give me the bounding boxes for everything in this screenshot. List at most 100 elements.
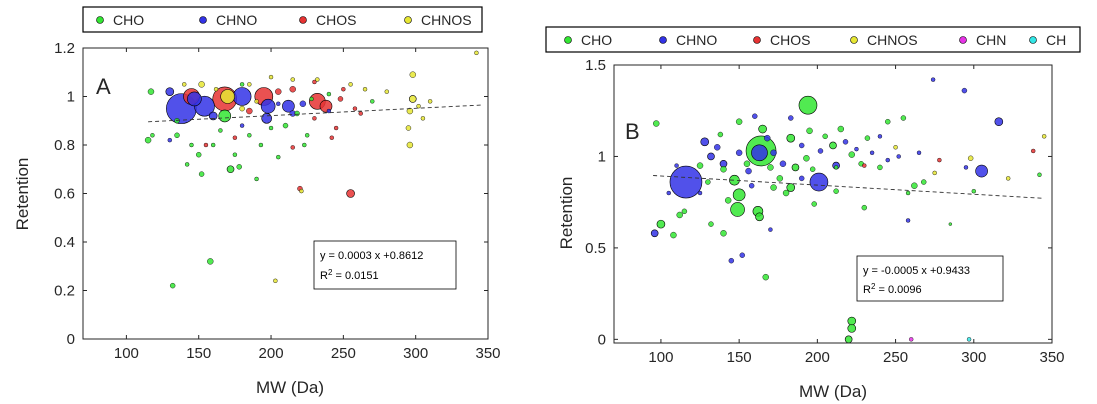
y-tick-label-b-0: 0	[598, 331, 606, 348]
y-tick-label-a-6: 1.2	[54, 40, 75, 57]
point-b-34	[806, 127, 813, 135]
point-a-55	[246, 107, 253, 115]
point-a-17	[147, 88, 155, 95]
point-b-62	[811, 201, 817, 207]
point-a-76	[406, 141, 414, 149]
x-tick-label-a-3: 250	[331, 345, 356, 362]
y-tick-label-b-2: 1	[598, 148, 606, 165]
point-a-25	[226, 165, 235, 174]
point-a-85	[370, 99, 375, 104]
point-b-37	[837, 125, 845, 133]
point-a-6	[232, 87, 252, 106]
point-b-102	[948, 222, 953, 226]
ticks-a: 100 150 200 250 300 350 0 0.2 0.4 0.6 0.8 1 1.2	[54, 40, 500, 362]
panel-a: CHO CHNO CHOS CHNOS 100 150 200 250 300 350 0 0.2 0…	[13, 6, 501, 397]
point-b-26	[994, 117, 1004, 126]
point-b-2	[798, 95, 818, 115]
point-b-12	[650, 229, 659, 238]
panel-label-a: A	[96, 74, 111, 99]
point-a-72	[409, 71, 416, 78]
point-b-89	[768, 227, 773, 232]
point-b-13	[676, 211, 683, 219]
point-b-46	[905, 190, 911, 196]
point-b-55	[720, 166, 727, 173]
point-b-59	[705, 179, 711, 185]
point-b-9	[755, 212, 764, 222]
point-b-16	[708, 221, 714, 227]
point-a-38	[169, 282, 176, 289]
panel-b: CHO CHNO CHOS CHNOS CHN CH 100 150 200 250 300 350…	[545, 26, 1081, 401]
point-a-57	[167, 137, 172, 143]
point-a-22	[196, 151, 202, 158]
x-tick-label-b-0: 100	[648, 349, 673, 366]
point-b-70	[735, 149, 743, 156]
legend-marker-b-chos	[753, 36, 761, 44]
point-a-29	[247, 133, 252, 138]
point-b-45	[921, 179, 927, 185]
y-tick-label-a-3: 0.6	[54, 186, 75, 203]
point-b-48	[833, 188, 839, 194]
equation-box-a	[313, 240, 457, 290]
legend-b: CHO CHNO CHOS CHNOS CHN CH	[564, 32, 1066, 48]
point-b-71	[745, 167, 752, 175]
point-b-67	[707, 152, 715, 161]
legend-label-a-chos: CHOS	[316, 12, 356, 28]
point-b-97	[932, 170, 937, 176]
point-a-59	[299, 100, 307, 107]
point-b-18	[762, 273, 769, 281]
legend-marker-a-chno	[199, 16, 207, 24]
point-b-76	[817, 148, 824, 154]
point-b-43	[877, 164, 883, 171]
legend-label-a-chnos: CHNOS	[421, 12, 472, 28]
point-a-27	[210, 142, 216, 148]
point-a-19	[150, 133, 155, 138]
point-a-71	[384, 89, 389, 94]
point-b-78	[842, 139, 849, 145]
point-b-95	[1041, 134, 1047, 139]
legend-label-b-chnos: CHNOS	[867, 32, 918, 48]
point-a-80	[427, 99, 433, 104]
point-b-73	[770, 149, 777, 156]
point-a-8	[260, 98, 276, 114]
point-a-14	[208, 111, 218, 121]
points-b	[650, 77, 1047, 344]
point-a-20	[174, 132, 180, 139]
point-a-68	[315, 77, 320, 82]
points-a	[144, 50, 479, 289]
legend-label-b-ch: CH	[1046, 32, 1066, 48]
point-b-22	[847, 324, 857, 333]
equation-box-b	[856, 255, 1004, 302]
point-a-74	[406, 107, 414, 115]
point-a-16	[198, 81, 205, 88]
point-b-54	[770, 184, 777, 191]
panel-label-b: B	[625, 119, 640, 144]
point-b-17	[720, 230, 727, 237]
point-a-88	[232, 152, 238, 157]
point-b-103	[833, 165, 839, 170]
point-b-42	[900, 115, 907, 121]
legend-marker-b-ch	[1029, 36, 1037, 44]
legend-label-a-cho: CHO	[113, 12, 144, 28]
point-b-61	[696, 162, 704, 169]
point-b-20	[739, 252, 745, 258]
point-a-78	[416, 103, 421, 109]
point-a-30	[254, 176, 259, 182]
point-b-79	[854, 146, 859, 152]
fit-equation-b: y = -0.0005 x +0.9433	[863, 265, 970, 277]
point-b-64	[809, 166, 816, 172]
point-b-68	[714, 144, 721, 151]
point-b-60	[681, 208, 688, 215]
point-a-26	[236, 164, 242, 170]
point-b-24	[909, 337, 914, 342]
point-a-65	[247, 82, 252, 87]
point-b-74	[779, 160, 787, 167]
point-b-5	[730, 202, 745, 217]
point-a-69	[348, 82, 353, 87]
x-tick-label-a-5: 350	[475, 345, 500, 362]
point-a-52	[352, 106, 358, 111]
point-b-57	[743, 160, 751, 167]
x-axis-label-b: MW (Da)	[799, 382, 867, 401]
point-b-83	[674, 163, 679, 168]
point-a-35	[276, 154, 281, 160]
point-b-14	[653, 120, 660, 127]
